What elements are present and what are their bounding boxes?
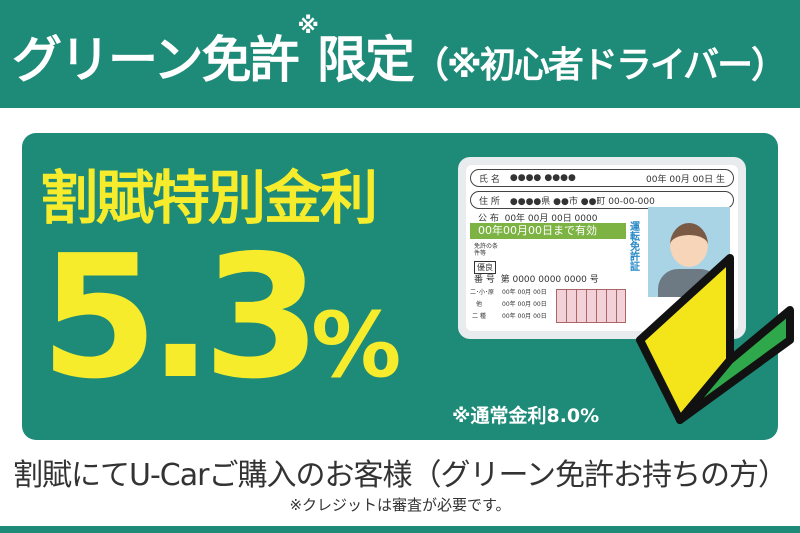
name-label: 氏 名 xyxy=(479,174,500,185)
stamp-grid xyxy=(556,289,626,323)
panel-title: 割賦特別金利 xyxy=(40,164,378,232)
rate-number: 5.3 xyxy=(40,219,321,417)
header-band: グリーン免許※限定（※初心者ドライバー） xyxy=(0,0,800,108)
rank-badge: 優良 xyxy=(474,261,496,274)
rate-panel: 割賦特別金利 5.3% ※通常金利8.0% 氏 名 ●●●● ●●●● 00年 00… xyxy=(22,133,778,440)
address-label: 住 所 xyxy=(479,196,500,207)
class-date: 00年 00月 00日 xyxy=(502,289,547,296)
issue-label: 公 布 xyxy=(478,214,499,224)
header-title: グリーン免許※限定（※初心者ドライバー） xyxy=(12,14,787,92)
issue-value: 00年 00月 00日 0000 xyxy=(504,214,598,224)
name-row: 氏 名 ●●●● ●●●● 00年 00月 00日 生 xyxy=(470,169,734,187)
credit-note: ※クレジットは審査が必要です。 xyxy=(289,496,511,514)
class-date: 00年 00月 00日 xyxy=(502,301,547,308)
beginner-mark-green xyxy=(676,306,794,424)
title-paren: （※初心者ドライバー） xyxy=(412,45,787,86)
address-value: ●●●●県 ●●市 ●●町 00-00-000 xyxy=(509,196,655,207)
footer-band xyxy=(0,526,800,533)
title-rest: 限定 xyxy=(316,31,415,89)
number-row: 番 号 第 0000 0000 0000 号 xyxy=(474,275,599,286)
class-label: 二･小･原 xyxy=(470,289,495,296)
title-mark: ※ xyxy=(297,14,319,39)
class-date: 00年 00月 00日 xyxy=(502,313,547,320)
rate-unit: % xyxy=(311,293,402,398)
eligibility-text: 割賦にてU-Carご購入のお客様（グリーン免許お持ちの方） xyxy=(13,458,788,493)
beginner-driver-mark-icon xyxy=(636,254,794,424)
class-label: 他 xyxy=(476,301,483,308)
address-row: 住 所 ●●●●県 ●●市 ●●町 00-00-000 xyxy=(470,191,734,209)
class-label: 二 種 xyxy=(472,313,486,320)
issue-row: 公 布 00年 00月 00日 0000 xyxy=(478,211,597,224)
number-label: 番 号 xyxy=(474,275,495,285)
conditions-label: 免許の条件等 xyxy=(474,243,499,257)
normal-rate-note: ※通常金利8.0% xyxy=(452,405,600,427)
number-value: 第 0000 0000 0000 号 xyxy=(500,275,599,285)
birth-date: 00年 00月 00日 生 xyxy=(646,174,725,185)
license-vertical-title: 運転免許証 xyxy=(630,222,640,273)
valid-until: 00年00月00日まで有効 xyxy=(470,223,626,239)
rate-value: 5.3% xyxy=(40,233,401,403)
title-main: グリーン免許 xyxy=(12,31,299,89)
name-value: ●●●● ●●●● xyxy=(509,173,576,183)
